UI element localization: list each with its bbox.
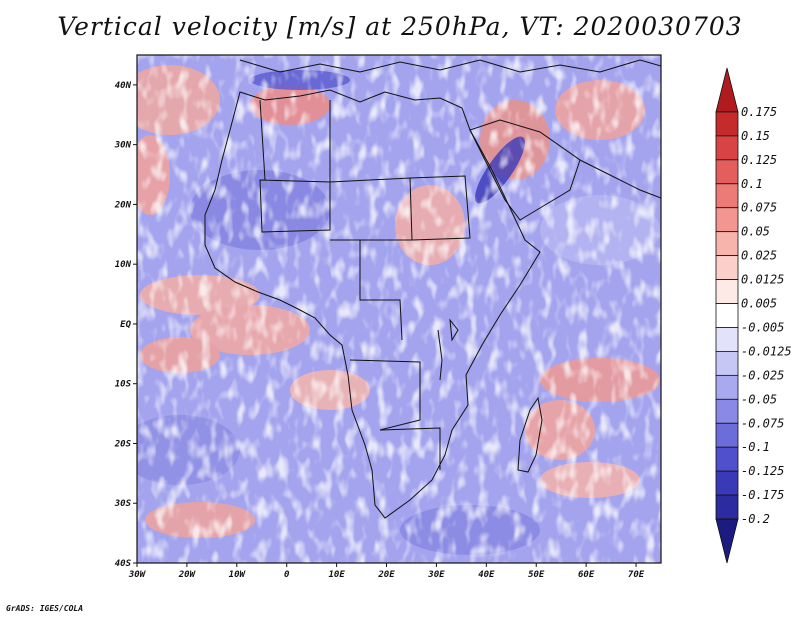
lon-tick-label: 30E bbox=[427, 570, 445, 580]
colorbar-swatch bbox=[715, 159, 739, 185]
lat-tick-label: 40S bbox=[115, 559, 132, 569]
colorbar-swatch bbox=[715, 303, 739, 328]
lon-tick-label: 20E bbox=[377, 570, 395, 580]
colorbar-swatch bbox=[715, 255, 739, 280]
lon-tick-label: 20W bbox=[178, 570, 197, 580]
lakes bbox=[437, 318, 459, 381]
colorbar-label: 0.15 bbox=[741, 129, 770, 143]
madagascar-coastline bbox=[517, 396, 543, 473]
colorbar-swatch bbox=[715, 207, 739, 233]
lon-tick-label: 70E bbox=[628, 570, 645, 580]
colorbar-label: -0.025 bbox=[741, 368, 784, 382]
lat-tick-label: 30N bbox=[114, 141, 132, 151]
border-7 bbox=[349, 359, 421, 431]
colorbar-swatch bbox=[715, 470, 739, 496]
colorbar-swatch bbox=[715, 183, 739, 209]
velocity-field bbox=[137, 55, 661, 563]
colorbar-swatch bbox=[715, 374, 739, 400]
lat-tick-label: 20N bbox=[114, 200, 132, 210]
asia-coastline bbox=[579, 159, 661, 199]
colorbar-swatch bbox=[715, 67, 739, 113]
plot-frame bbox=[136, 54, 662, 564]
colorbar-label: 0.075 bbox=[741, 201, 777, 215]
lon-tick-label: 10E bbox=[328, 570, 345, 580]
lat-tick-label: 10N bbox=[115, 260, 132, 270]
colorbar-label: 0.005 bbox=[741, 297, 777, 311]
lon-tick-label: 30W bbox=[128, 570, 147, 580]
longitude-axis: 30W 20W 10W 0 10E 20E 30E 40E 50E 60E 70E bbox=[128, 563, 645, 580]
lat-tick-label: 30S bbox=[114, 499, 132, 509]
colorbar-swatch bbox=[715, 422, 739, 448]
colorbar: 0.175 0.15 0.125 0.1 0.075 0.05 0.025 0.0125 0.0… bbox=[715, 67, 792, 564]
colorbar-label: 0.05 bbox=[741, 225, 770, 239]
colorbar-label: 0.0125 bbox=[741, 273, 784, 287]
colorbar-swatch bbox=[715, 398, 739, 424]
latitude-axis: 40N 30N 20N 10N EQ 10S 20S 30S 40S bbox=[114, 81, 137, 569]
border-6 bbox=[359, 240, 403, 341]
colorbar-label: -0.1 bbox=[741, 440, 770, 454]
coastlines bbox=[204, 59, 661, 519]
colorbar-label: 0.1 bbox=[741, 177, 763, 191]
colorbar-label: -0.2 bbox=[741, 512, 770, 526]
border-2 bbox=[329, 177, 413, 241]
colorbar-label: -0.05 bbox=[741, 392, 777, 406]
colorbar-label: 0.125 bbox=[741, 153, 777, 167]
colorbar-label: -0.0125 bbox=[741, 344, 792, 358]
lon-tick-label: 40E bbox=[478, 570, 495, 580]
africa-coastline bbox=[204, 89, 541, 519]
colorbar-swatch bbox=[715, 279, 739, 304]
colorbar-swatch bbox=[715, 446, 739, 472]
colorbar-swatch bbox=[715, 135, 739, 161]
colorbar-label: -0.125 bbox=[741, 464, 784, 478]
lon-tick-label: 10W bbox=[229, 570, 247, 580]
colorbar-label: -0.075 bbox=[741, 416, 784, 430]
border-8 bbox=[379, 427, 441, 470]
colorbar-swatch bbox=[715, 111, 739, 137]
colorbar-label: -0.175 bbox=[741, 488, 784, 502]
colorbar-swatch bbox=[715, 518, 739, 564]
lon-tick-label: 50E bbox=[528, 570, 545, 580]
lat-tick-label: EQ bbox=[120, 320, 131, 330]
colorbar-swatch bbox=[715, 327, 739, 352]
colorbar-label: 0.175 bbox=[741, 105, 777, 119]
colorbar-label: 0.025 bbox=[741, 249, 777, 263]
border-1 bbox=[259, 179, 331, 233]
lat-tick-label: 10S bbox=[115, 380, 132, 390]
colorbar-swatch bbox=[715, 494, 739, 520]
grads-credit: GrADS: IGES/COLA bbox=[6, 604, 84, 613]
arabia-coastline bbox=[469, 119, 581, 221]
lat-tick-label: 20S bbox=[114, 439, 132, 449]
border-4 bbox=[259, 99, 266, 181]
map-title: Vertical velocity [m/s] at 250hPa, VT: 2… bbox=[57, 12, 743, 41]
colorbar-swatch bbox=[715, 351, 739, 376]
colorbar-label: -0.005 bbox=[741, 320, 784, 334]
europe-coastline bbox=[239, 59, 661, 73]
lon-tick-label: 0 bbox=[284, 570, 290, 580]
lon-tick-label: 60E bbox=[578, 570, 595, 580]
border-3 bbox=[409, 175, 471, 241]
colorbar-swatch bbox=[715, 231, 739, 257]
lat-tick-label: 40N bbox=[115, 81, 132, 91]
